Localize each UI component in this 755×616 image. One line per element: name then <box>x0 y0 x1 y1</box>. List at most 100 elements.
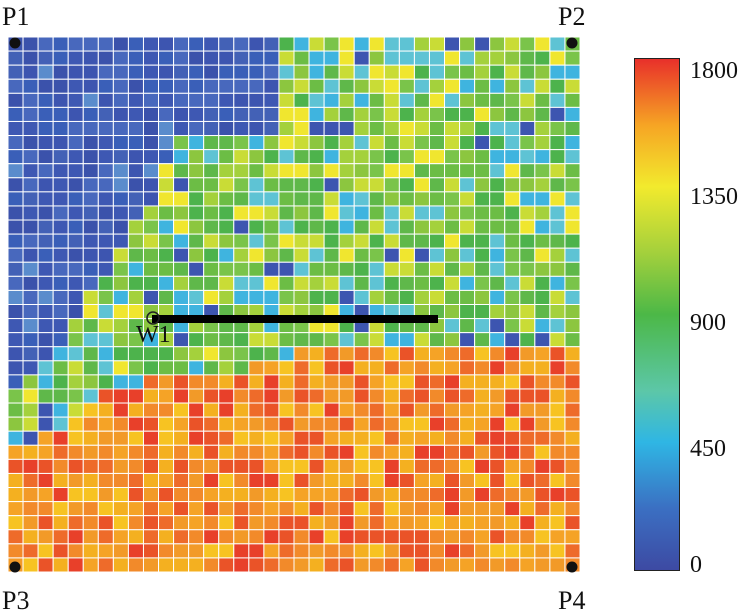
heatmap-cell <box>52 529 69 545</box>
heatmap-cell <box>564 233 581 249</box>
heatmap-cell <box>173 501 190 517</box>
heatmap-cell <box>22 247 39 263</box>
heatmap-cell <box>368 36 385 52</box>
heatmap-cell <box>82 191 99 207</box>
heatmap-cell <box>158 557 175 573</box>
heatmap-cell <box>248 275 265 291</box>
heatmap-cell <box>127 529 144 545</box>
heatmap-cell <box>428 191 446 207</box>
heatmap-cell <box>413 444 430 460</box>
heatmap-cell <box>112 149 129 165</box>
heatmap-cell <box>248 233 265 249</box>
heatmap-cell <box>127 289 144 306</box>
heatmap-cell <box>158 346 175 362</box>
heatmap-cell <box>158 261 175 277</box>
heatmap-cell <box>97 360 114 376</box>
heatmap-cell <box>7 388 24 404</box>
heatmap-cell <box>398 177 415 193</box>
heatmap-cell <box>353 416 370 432</box>
heatmap-cell <box>233 402 250 418</box>
heatmap-cell <box>278 374 295 390</box>
heatmap-cell <box>97 501 114 517</box>
heatmap-cell <box>323 360 340 376</box>
heatmap-cell <box>519 487 536 503</box>
colorbar-tick-label: 450 <box>690 436 726 462</box>
heatmap-cell <box>278 177 295 193</box>
heatmap-cell <box>7 472 24 489</box>
heatmap-cell <box>263 501 280 517</box>
heatmap-cell <box>7 149 24 165</box>
heatmap-cell <box>474 515 491 531</box>
heatmap-cell <box>188 529 205 545</box>
heatmap-cell <box>82 557 99 573</box>
heatmap-cell <box>519 205 536 221</box>
heatmap-cell <box>413 205 430 221</box>
heatmap-cell <box>398 487 415 503</box>
heatmap-cell <box>278 444 295 460</box>
heatmap-cell <box>67 106 84 122</box>
heatmap-cell <box>549 163 566 179</box>
heatmap-cell <box>383 191 400 207</box>
heatmap-cell <box>413 149 430 165</box>
heatmap-cell <box>173 360 190 376</box>
heatmap-cell <box>504 177 521 193</box>
heatmap-cell <box>353 275 370 291</box>
heatmap-cell <box>549 332 566 348</box>
heatmap-cell <box>504 120 521 137</box>
heatmap-cell <box>489 261 506 277</box>
heatmap-cell <box>338 92 355 108</box>
heatmap-cell <box>383 444 400 460</box>
heatmap-cell <box>37 346 54 362</box>
heatmap-cell <box>22 444 39 460</box>
heatmap-cell <box>82 149 99 165</box>
heatmap-cell <box>142 247 160 263</box>
heatmap-cell <box>52 163 69 179</box>
heatmap-cell <box>142 233 160 249</box>
heatmap-cell <box>383 360 400 376</box>
heatmap-cell <box>353 543 370 559</box>
heatmap-cell <box>52 360 69 376</box>
heatmap-cell <box>353 515 370 531</box>
heatmap-cell <box>67 360 84 376</box>
heatmap-cell <box>112 205 129 221</box>
heatmap-cell <box>413 289 430 306</box>
heatmap-cell <box>52 92 69 108</box>
heatmap-cell <box>519 233 536 249</box>
heatmap-cell <box>218 529 235 545</box>
heatmap-cell <box>37 332 54 348</box>
heatmap-cell <box>474 163 491 179</box>
heatmap-cell <box>444 106 461 122</box>
heatmap-cell <box>504 149 521 165</box>
heatmap-cell <box>338 247 355 263</box>
heatmap-cell <box>233 472 250 489</box>
heatmap-cell <box>142 135 160 151</box>
heatmap-cell <box>383 120 400 137</box>
heatmap-cell <box>218 289 235 306</box>
heatmap-cell <box>97 487 114 503</box>
heatmap-cell <box>233 261 250 277</box>
heatmap-cell <box>188 402 205 418</box>
heatmap-cell <box>127 543 144 559</box>
heatmap-cell <box>142 360 160 376</box>
heatmap-cell <box>82 219 99 235</box>
heatmap-cell <box>413 388 430 404</box>
heatmap-cell <box>353 332 370 348</box>
heatmap-cell <box>37 289 54 306</box>
heatmap-cell <box>474 92 491 108</box>
heatmap-cell <box>534 275 551 291</box>
heatmap-cell <box>142 120 160 137</box>
heatmap-cell <box>82 501 99 517</box>
heatmap-cell <box>248 416 265 432</box>
corner-label-p4: P4 <box>558 586 586 615</box>
heatmap-cell <box>338 458 355 474</box>
heatmap-cell <box>549 275 566 291</box>
heatmap-cell <box>308 275 325 291</box>
heatmap-cell <box>308 106 325 122</box>
heatmap-cell <box>22 472 39 489</box>
heatmap-cell <box>353 64 370 80</box>
heatmap-cell <box>248 135 265 151</box>
heatmap-cell <box>37 501 54 517</box>
heatmap-cell <box>444 332 461 348</box>
heatmap-cell <box>398 289 415 306</box>
heatmap-cell <box>203 149 220 165</box>
